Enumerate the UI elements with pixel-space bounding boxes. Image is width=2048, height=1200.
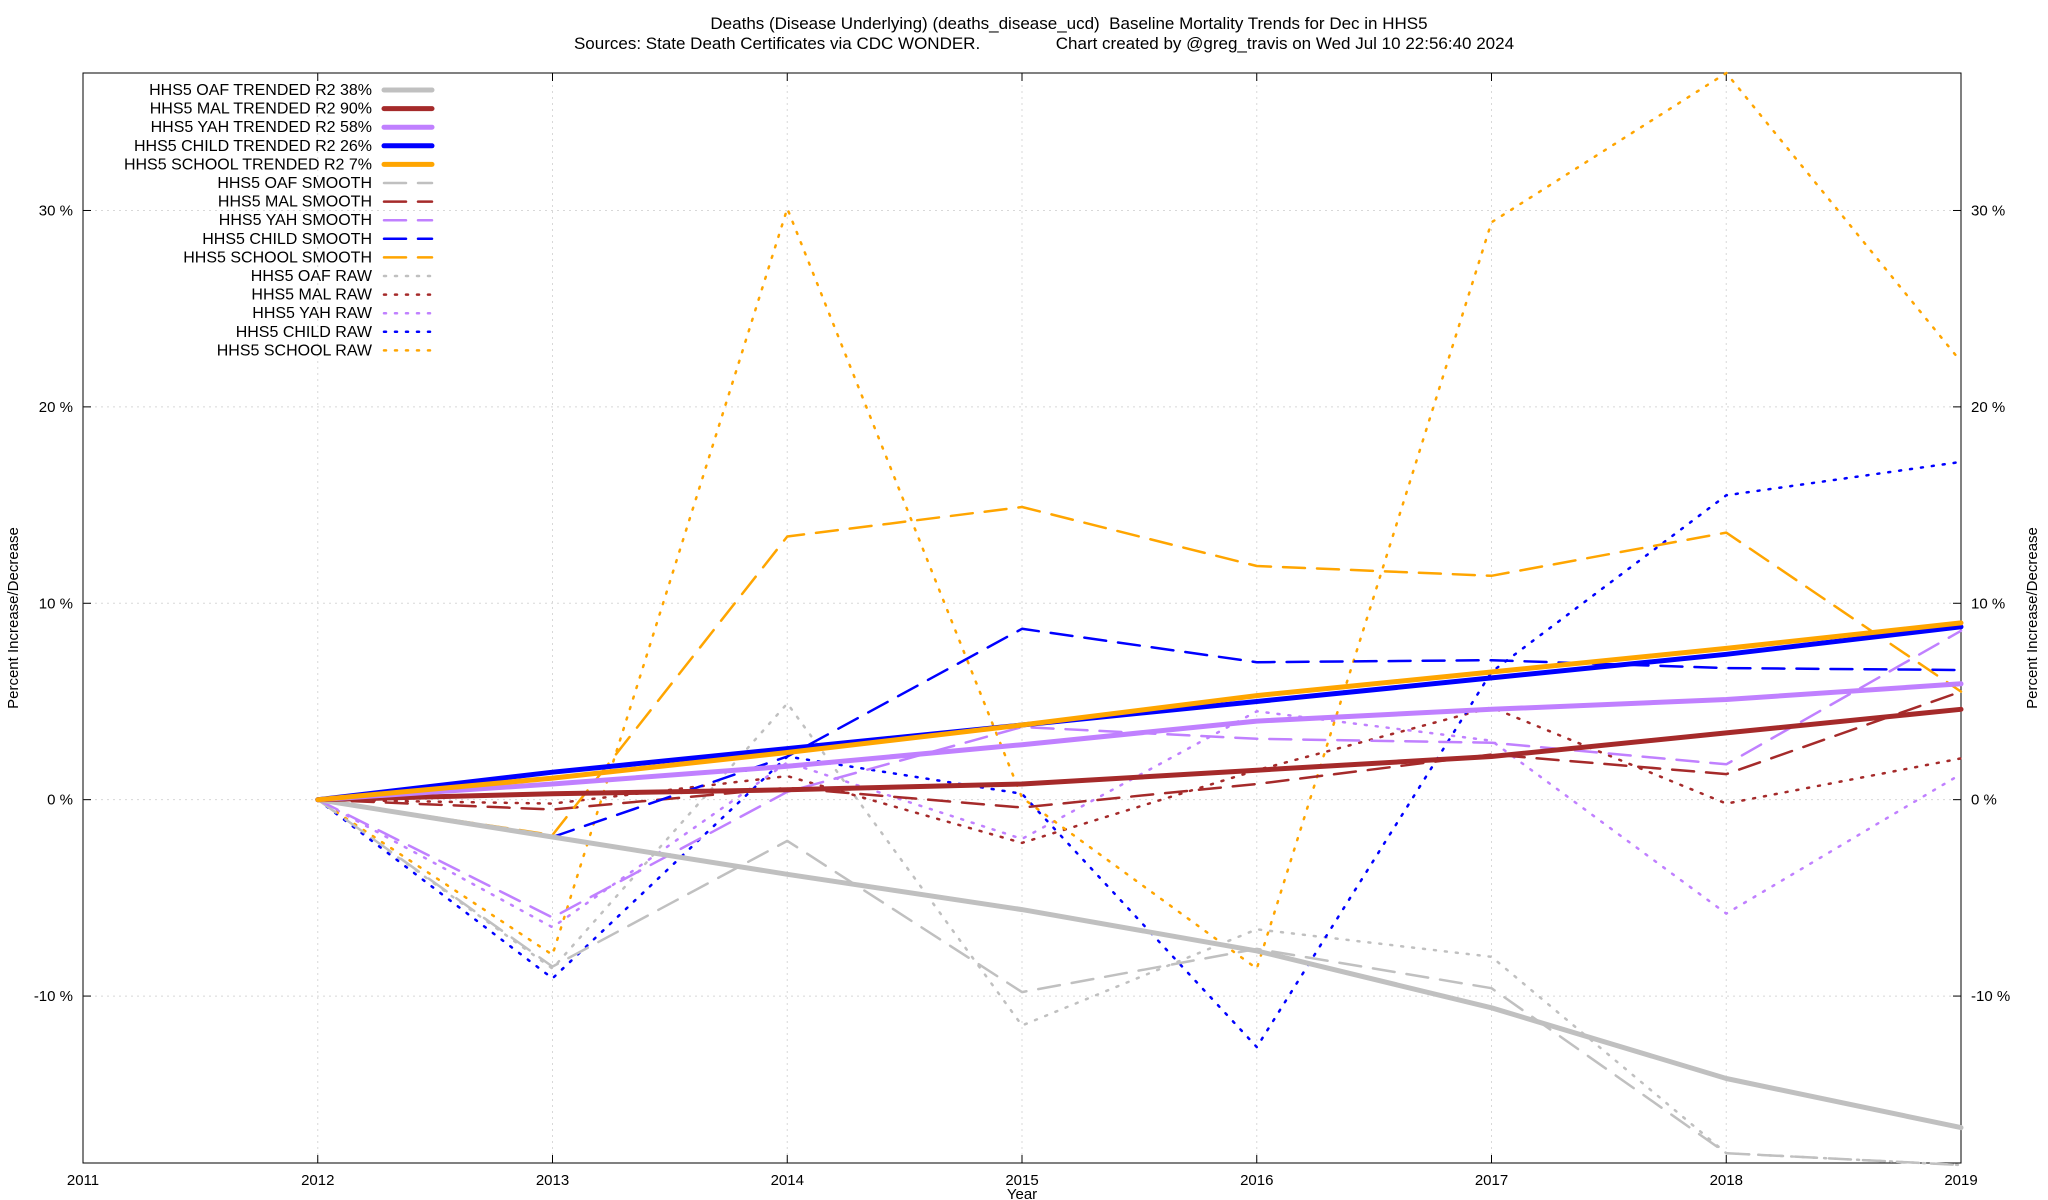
series-line-hhs5-mal-raw bbox=[316, 706, 1963, 845]
series-line-hhs5-mal-trended bbox=[315, 706, 1964, 803]
y-tick-label-right: 10 % bbox=[1971, 595, 2005, 612]
chart-title: Deaths (Disease Underlying) (deaths_dise… bbox=[710, 14, 1428, 33]
legend-label-hhs5-yah-trended: HHS5 YAH TRENDED R2 58% bbox=[151, 119, 372, 136]
x-tick-label: 2013 bbox=[536, 1172, 569, 1189]
series-line-hhs5-oaf-smooth bbox=[316, 798, 1963, 1167]
y-axis-label: Percent Increase/Decrease bbox=[5, 527, 22, 709]
legend-label-hhs5-oaf-smooth: HHS5 OAF SMOOTH bbox=[217, 175, 372, 192]
y-tick-label: -10 % bbox=[34, 988, 73, 1005]
legend-label-hhs5-oaf-raw: HHS5 OAF RAW bbox=[251, 268, 373, 285]
series-line-hhs5-oaf-trended bbox=[315, 797, 1964, 1131]
x-axis-label: Year bbox=[1007, 1186, 1037, 1200]
x-tick-label: 2017 bbox=[1475, 1172, 1508, 1189]
legend-label-hhs5-mal-raw: HHS5 MAL RAW bbox=[251, 287, 373, 304]
y-tick-label-right: -10 % bbox=[1971, 988, 2010, 1005]
legend-label-hhs5-child-raw: HHS5 CHILD RAW bbox=[236, 324, 373, 341]
x-tick-label: 2018 bbox=[1710, 1172, 1743, 1189]
series-lines bbox=[315, 71, 1964, 1167]
y-tick-label: 10 % bbox=[39, 595, 73, 612]
y-tick-label-right: 20 % bbox=[1971, 399, 2005, 416]
series-line-hhs5-child-trended bbox=[315, 624, 1964, 803]
legend-label-hhs5-mal-trended: HHS5 MAL TRENDED R2 90% bbox=[150, 101, 372, 118]
y-tick-label-right: 0 % bbox=[1971, 792, 1997, 809]
legend-label-hhs5-yah-raw: HHS5 YAH RAW bbox=[252, 305, 373, 322]
legend-label-hhs5-school-smooth: HHS5 SCHOOL SMOOTH bbox=[183, 249, 372, 266]
y-tick-label: 0 % bbox=[47, 792, 73, 809]
legend-label-hhs5-school-raw: HHS5 SCHOOL RAW bbox=[217, 342, 373, 359]
legend-label-hhs5-child-trended: HHS5 CHILD TRENDED R2 26% bbox=[134, 138, 372, 155]
y-tick-label-right: 30 % bbox=[1971, 202, 2005, 219]
legend-label-hhs5-yah-smooth: HHS5 YAH SMOOTH bbox=[219, 212, 372, 229]
y-tick-label: 20 % bbox=[39, 399, 73, 416]
legend-label-hhs5-oaf-trended: HHS5 OAF TRENDED R2 38% bbox=[149, 82, 372, 99]
x-tick-label: 2019 bbox=[1944, 1172, 1977, 1189]
series-line-hhs5-school-smooth bbox=[316, 505, 1963, 837]
series-line-hhs5-school-raw bbox=[316, 71, 1963, 970]
legend-label-hhs5-school-trended: HHS5 SCHOOL TRENDED R2 7% bbox=[124, 156, 372, 173]
axis-ticks: 2011 2012 2013 2014 2015 2016 2017 2018 2019 -10 … bbox=[34, 73, 2010, 1189]
series-line-hhs5-mal-smooth bbox=[316, 690, 1963, 811]
x-tick-label: 2014 bbox=[771, 1172, 804, 1189]
legend: HHS5 OAF TRENDED R2 38% HHS5 MAL TRENDED … bbox=[124, 82, 435, 359]
series-line-hhs5-child-raw bbox=[316, 460, 1963, 1049]
x-tick-label: 2011 bbox=[67, 1172, 99, 1189]
chart-subtitle: Sources: State Death Certificates via CD… bbox=[573, 34, 1515, 53]
series-line-hhs5-school-trended bbox=[315, 620, 1964, 803]
legend-label-hhs5-mal-smooth: HHS5 MAL SMOOTH bbox=[218, 194, 372, 211]
x-tick-label: 2012 bbox=[301, 1172, 334, 1189]
x-tick-label: 2015 bbox=[1005, 1172, 1038, 1189]
series-line-hhs5-oaf-raw bbox=[316, 702, 1963, 1167]
x-tick-label: 2016 bbox=[1240, 1172, 1273, 1189]
y-tick-label: 30 % bbox=[39, 202, 73, 219]
series-line-hhs5-yah-trended bbox=[315, 681, 1964, 803]
legend-label-hhs5-child-smooth: HHS5 CHILD SMOOTH bbox=[202, 231, 372, 248]
y-axis-label-right: Percent Increase/Decrease bbox=[2024, 527, 2041, 709]
series-line-hhs5-child-smooth bbox=[316, 627, 1963, 839]
